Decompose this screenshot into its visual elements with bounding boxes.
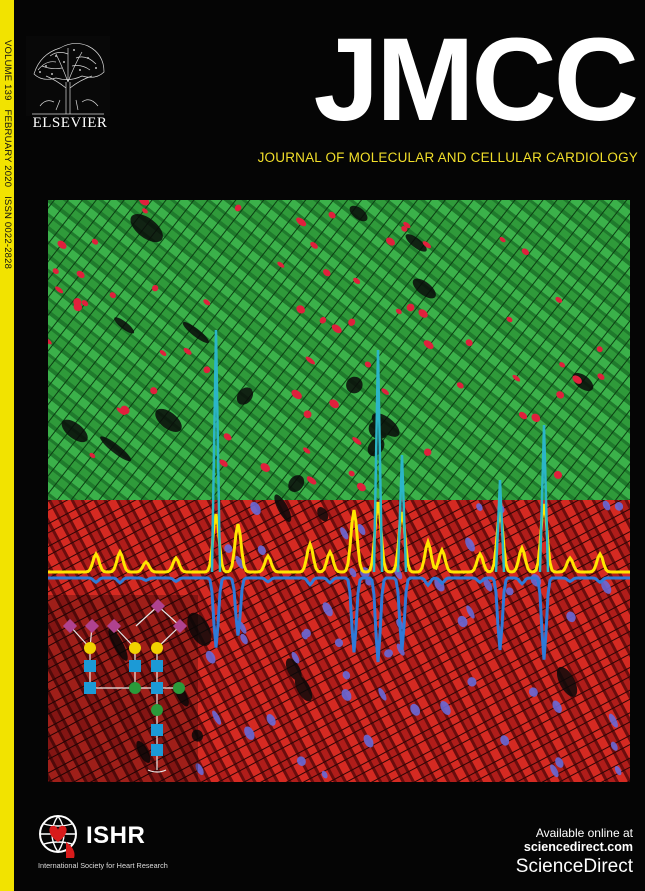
availability-block: Available online at sciencedirect.com Sc… bbox=[516, 826, 633, 879]
spine-volume: VOLUME 139 bbox=[2, 40, 13, 101]
sciencedirect-brand: ScienceDirect bbox=[515, 856, 633, 877]
spine-issn: ISSN 0022-2828 bbox=[2, 196, 13, 270]
journal-subtitle: JOURNAL OF MOLECULAR AND CELLULAR CARDIO… bbox=[257, 150, 638, 165]
glycan-structure-diagram bbox=[62, 598, 188, 773]
publisher-name: ELSEVIER bbox=[32, 115, 108, 131]
spine-text: VOLUME 139 FEBRUARY 2020 ISSN 0022-2828 bbox=[0, 40, 14, 370]
spine-date: FEBRUARY 2020 bbox=[2, 109, 13, 188]
calcium-trace-yellow bbox=[48, 501, 630, 574]
cover-artwork bbox=[48, 200, 630, 782]
availability-text: Available online at bbox=[535, 826, 633, 840]
society-abbreviation: ISHR bbox=[86, 822, 146, 849]
voltage-trace-blue bbox=[48, 576, 630, 663]
society-logo: ISHR International Society for Heart Res… bbox=[36, 812, 236, 872]
globe-heart-icon bbox=[39, 815, 77, 858]
availability-site: sciencedirect.com bbox=[523, 840, 633, 854]
elsevier-tree-icon bbox=[26, 36, 110, 116]
society-name: International Society for Heart Research bbox=[38, 861, 168, 870]
spine-strip: VOLUME 139 FEBRUARY 2020 ISSN 0022-2828 bbox=[0, 0, 14, 891]
journal-title: JMCC bbox=[313, 14, 639, 146]
